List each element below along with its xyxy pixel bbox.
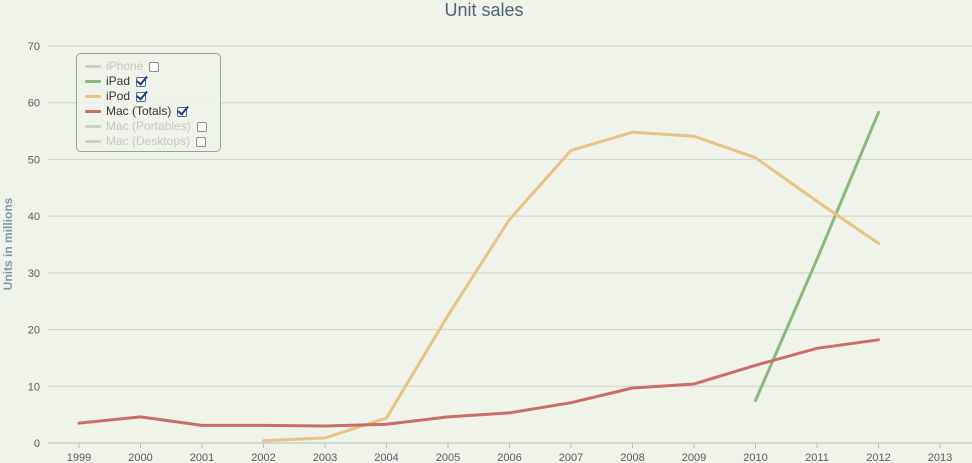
legend-label: iPad xyxy=(106,74,131,88)
legend-item-mac-desktops[interactable]: Mac (Desktops) xyxy=(85,134,220,149)
x-tick-label: 2007 xyxy=(559,452,583,463)
series-line-ipod xyxy=(262,130,880,443)
legend-label: Mac (Portables) xyxy=(106,119,191,133)
x-tick-label: 2003 xyxy=(313,452,337,463)
x-tick-label: 2012 xyxy=(866,452,890,463)
legend-item-ipod[interactable]: iPod xyxy=(85,89,220,104)
legend-checkbox[interactable] xyxy=(149,61,160,72)
x-tick-label: 2006 xyxy=(497,452,521,463)
legend-item-iphone[interactable]: iPhone xyxy=(85,59,220,74)
y-tick-label: 30 xyxy=(28,268,40,280)
y-tick-label: 20 xyxy=(28,325,40,337)
x-tick-label: 2008 xyxy=(620,452,644,463)
y-tick-label: 10 xyxy=(28,381,40,393)
legend-checkbox[interactable] xyxy=(136,76,147,87)
x-tick-label: 2013 xyxy=(928,452,952,463)
legend: iPhone iPad iPod Mac (Totals) Mac (Portables… xyxy=(76,53,221,152)
legend-swatch xyxy=(85,80,101,83)
legend-swatch xyxy=(85,140,101,143)
x-tick-label: 1999 xyxy=(67,452,91,463)
y-axis-title: Units in millions xyxy=(1,197,15,290)
grid-layer xyxy=(48,45,972,448)
y-tick-label: 0 xyxy=(34,438,40,450)
x-tick-label: 2009 xyxy=(682,452,706,463)
series-line-mac-totals xyxy=(77,338,880,428)
legend-label: iPhone xyxy=(106,59,144,73)
series-layer xyxy=(77,110,880,443)
legend-item-mac-portables[interactable]: Mac (Portables) xyxy=(85,119,220,134)
legend-item-mac-totals[interactable]: Mac (Totals) xyxy=(85,104,220,119)
x-tick-label: 2011 xyxy=(805,452,829,463)
legend-label: Mac (Desktops) xyxy=(106,134,191,148)
legend-checkbox[interactable] xyxy=(196,121,207,132)
legend-swatch xyxy=(85,110,101,113)
x-tick-label: 2000 xyxy=(128,452,152,463)
x-tick-label: 2002 xyxy=(251,452,275,463)
tick-layer: 0 10 20 30 40 50 60 70 1999 2000 2001 2002 2003 2004 2… xyxy=(28,41,952,463)
y-tick-label: 70 xyxy=(28,41,40,53)
x-tick-label: 2005 xyxy=(436,452,460,463)
legend-label: Mac (Totals) xyxy=(106,104,172,118)
legend-swatch xyxy=(85,65,101,68)
chart-title: Unit sales xyxy=(444,0,523,20)
legend-checkbox[interactable] xyxy=(177,106,188,117)
y-tick-label: 50 xyxy=(28,154,40,166)
x-tick-label: 2004 xyxy=(374,452,398,463)
legend-checkbox[interactable] xyxy=(136,91,147,102)
legend-item-ipad[interactable]: iPad xyxy=(85,74,220,89)
x-tick-label: 2001 xyxy=(190,452,214,463)
x-tick-label: 2010 xyxy=(743,452,767,463)
legend-swatch xyxy=(85,125,101,128)
y-tick-label: 40 xyxy=(28,211,40,223)
y-tick-label: 60 xyxy=(28,98,40,110)
legend-label: iPod xyxy=(106,89,131,103)
legend-swatch xyxy=(85,95,101,98)
legend-checkbox[interactable] xyxy=(196,136,207,147)
series-line-ipad xyxy=(754,110,880,402)
